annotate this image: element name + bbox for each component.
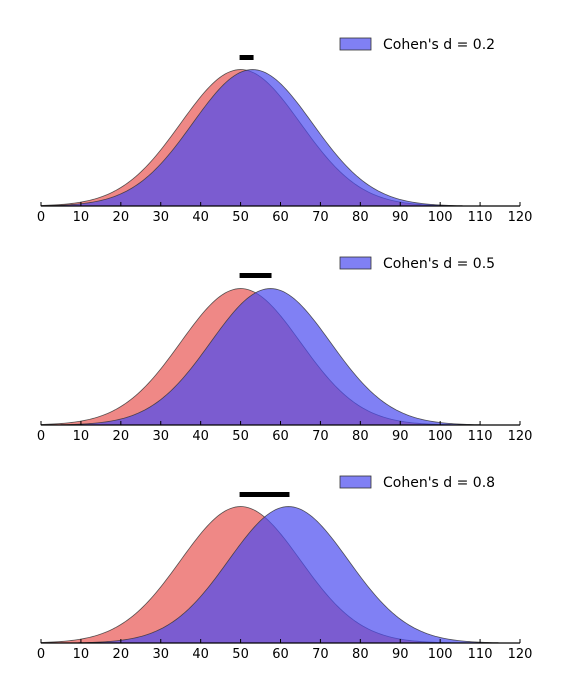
legend-label: Cohen's d = 0.5 — [383, 256, 495, 272]
x-tick-label: 80 — [352, 210, 369, 225]
legend-label: Cohen's d = 0.8 — [383, 475, 495, 491]
mean-difference-bar — [239, 492, 290, 497]
x-tick-label: 10 — [73, 429, 90, 444]
legend-swatch — [339, 37, 372, 51]
x-tick-label: 10 — [73, 647, 90, 662]
legend-swatch — [339, 475, 372, 489]
x-tick-label: 10 — [73, 210, 90, 225]
x-tick-label: 0 — [37, 647, 45, 662]
x-tick-label: 100 — [428, 647, 453, 662]
x-tick-label: 100 — [428, 210, 453, 225]
x-tick-label: 20 — [113, 647, 130, 662]
chart-panel-3: 0 10 20 30 40 50 60 70 80 90 100 110 120 Cohen's d = … — [37, 475, 533, 662]
distribution-curve-shifted — [42, 69, 463, 207]
x-tick-label: 120 — [508, 647, 533, 662]
x-tick-label: 60 — [272, 429, 289, 444]
x-tick-label: 70 — [312, 210, 329, 225]
legend: Cohen's d = 0.5 — [339, 256, 495, 272]
x-tick-label: 50 — [232, 647, 249, 662]
x-tick-label: 70 — [312, 647, 329, 662]
x-tick-label: 80 — [352, 429, 369, 444]
x-tick-label: 110 — [468, 210, 493, 225]
distribution-curve-shifted — [60, 288, 481, 426]
x-tick-label: 30 — [152, 210, 169, 225]
x-tick-label: 90 — [392, 647, 409, 662]
mean-difference-bar — [239, 273, 272, 278]
x-tick-label: 50 — [232, 429, 249, 444]
legend: Cohen's d = 0.8 — [339, 475, 495, 491]
x-tick-label: 110 — [468, 647, 493, 662]
chart-panel-1: 0 10 20 30 40 50 60 70 80 90 100 110 120 Cohen's d = … — [37, 37, 533, 225]
distribution-curve-shifted — [78, 506, 499, 644]
x-tick-label: 30 — [152, 647, 169, 662]
x-tick-label: 30 — [152, 429, 169, 444]
x-tick-label: 90 — [392, 210, 409, 225]
x-tick-label: 110 — [468, 429, 493, 444]
x-tick-label: 40 — [192, 647, 209, 662]
x-tick-label: 120 — [508, 210, 533, 225]
mean-difference-bar — [239, 55, 254, 60]
x-tick-label: 70 — [312, 429, 329, 444]
legend-swatch — [339, 256, 372, 270]
x-tick-label: 50 — [232, 210, 249, 225]
x-tick-label: 40 — [192, 210, 209, 225]
x-tick-label: 20 — [113, 210, 130, 225]
x-tick-label: 90 — [392, 429, 409, 444]
x-tick-label: 100 — [428, 429, 453, 444]
x-tick-label: 0 — [37, 210, 45, 225]
x-tick-label: 60 — [272, 210, 289, 225]
x-tick-label: 60 — [272, 647, 289, 662]
x-tick-label: 120 — [508, 429, 533, 444]
x-tick-label: 20 — [113, 429, 130, 444]
x-tick-label: 40 — [192, 429, 209, 444]
chart-panel-2: 0 10 20 30 40 50 60 70 80 90 100 110 120 Cohen's d = … — [37, 256, 533, 444]
x-tick-label: 80 — [352, 647, 369, 662]
legend: Cohen's d = 0.2 — [339, 37, 495, 53]
x-tick-label: 0 — [37, 429, 45, 444]
legend-label: Cohen's d = 0.2 — [383, 37, 495, 53]
